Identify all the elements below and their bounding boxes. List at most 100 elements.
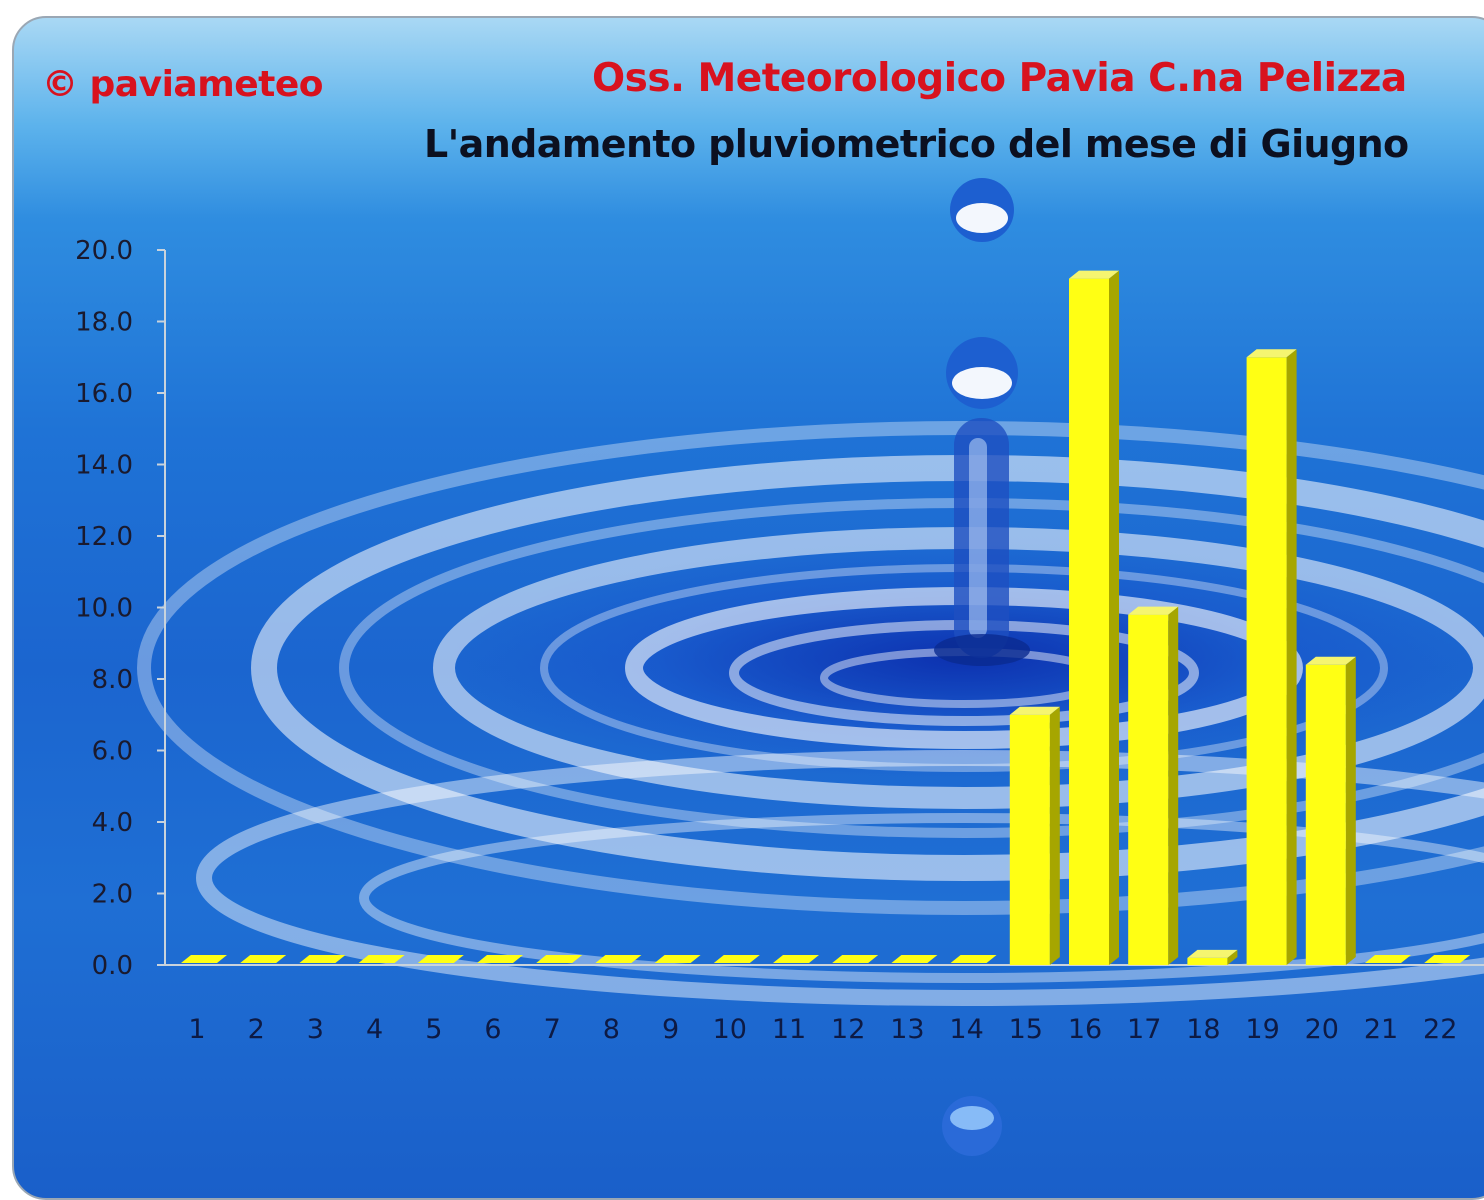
bar xyxy=(299,955,346,963)
bar xyxy=(654,955,701,963)
bar-top xyxy=(654,955,701,963)
bar xyxy=(1128,606,1179,965)
bar-side xyxy=(1168,606,1179,965)
water-drop-bottom xyxy=(942,1096,1002,1156)
bar-top xyxy=(417,955,464,963)
bar-top xyxy=(891,955,938,963)
bar xyxy=(536,955,583,963)
bar-top xyxy=(713,955,760,963)
x-tick-label: 13 xyxy=(890,1014,924,1045)
bar xyxy=(477,955,523,963)
bar-top xyxy=(1365,955,1411,963)
bar-front xyxy=(1069,278,1109,966)
bar xyxy=(1424,955,1471,963)
bar-top xyxy=(477,955,523,963)
chart-frame xyxy=(12,16,1484,1200)
chart-title: Oss. Meteorologico Pavia C.na Pelizza xyxy=(592,56,1407,101)
bar-top xyxy=(595,955,642,963)
x-tick-label: 11 xyxy=(772,1014,806,1045)
y-tick-label: 4.0 xyxy=(92,808,133,838)
bar-side xyxy=(1049,706,1060,965)
bar-top xyxy=(1069,270,1119,279)
bar-top xyxy=(181,955,227,963)
bar xyxy=(181,955,227,963)
bar xyxy=(832,955,879,963)
bar xyxy=(358,955,405,963)
bar-top xyxy=(1187,949,1238,958)
x-tick-label: 6 xyxy=(484,1014,501,1045)
bar xyxy=(713,955,760,963)
bar-top xyxy=(240,955,287,963)
bar-front xyxy=(1305,664,1346,965)
bar-top xyxy=(299,955,346,963)
x-tick-label: 2 xyxy=(248,1014,265,1045)
bar-top xyxy=(358,955,405,963)
water-drop-top xyxy=(950,178,1014,242)
x-tick-label: 9 xyxy=(662,1014,679,1045)
bar-side xyxy=(1227,949,1238,965)
bar xyxy=(773,955,819,963)
bar xyxy=(950,955,997,963)
bar-front xyxy=(1187,957,1228,965)
bar xyxy=(240,955,287,963)
water-drop-middle xyxy=(946,337,1018,409)
x-tick-label: 21 xyxy=(1364,1014,1398,1045)
bar-side xyxy=(1286,349,1297,965)
y-tick-label: 12.0 xyxy=(75,522,133,552)
y-tick-label: 14.0 xyxy=(75,451,133,481)
bar-top xyxy=(950,955,997,963)
bar-top xyxy=(773,955,819,963)
x-tick-label: 20 xyxy=(1305,1014,1339,1045)
x-tick-label: 22 xyxy=(1423,1014,1457,1045)
y-tick-label: 6.0 xyxy=(92,737,133,767)
x-tick-label: 3 xyxy=(307,1014,324,1045)
y-tick-label: 0.0 xyxy=(92,951,133,981)
x-tick-label: 5 xyxy=(425,1014,442,1045)
y-tick-label: 18.0 xyxy=(75,308,133,338)
water-ripple-background xyxy=(137,178,1484,1156)
x-tick-label: 19 xyxy=(1245,1014,1279,1045)
bar-side xyxy=(1109,270,1119,966)
chart-subtitle: L'andamento pluviometrico del mese di Gi… xyxy=(424,122,1409,166)
bar xyxy=(1246,349,1297,965)
bar-top xyxy=(1424,955,1471,963)
y-tick-label: 20.0 xyxy=(75,236,133,266)
x-tick-label: 18 xyxy=(1186,1014,1220,1045)
x-tick-label: 4 xyxy=(366,1014,383,1045)
bar xyxy=(1305,656,1356,965)
bar-top xyxy=(832,955,879,963)
bar-top xyxy=(1246,349,1297,358)
x-tick-label: 14 xyxy=(949,1014,983,1045)
x-tick-label: 7 xyxy=(544,1014,561,1045)
bar xyxy=(1069,270,1119,966)
bar xyxy=(417,955,464,963)
y-axis: 0.0 2.0 4.0 6.0 8.0 10.0 12.0 14.0 16.0 18.0 20.0 xyxy=(75,236,165,981)
bar-front xyxy=(1246,357,1287,965)
water-drop-column xyxy=(934,418,1030,666)
x-tick-label: 12 xyxy=(831,1014,865,1045)
bar-top xyxy=(1305,656,1356,665)
x-tick-label: 17 xyxy=(1127,1014,1161,1045)
bar xyxy=(595,955,642,963)
x-tick-label: 8 xyxy=(603,1014,620,1045)
bar-front xyxy=(1009,714,1050,965)
bar xyxy=(891,955,938,963)
x-tick-label: 15 xyxy=(1009,1014,1043,1045)
bar-top xyxy=(1009,706,1060,715)
x-tick-label: 1 xyxy=(188,1014,205,1045)
bar-front xyxy=(1128,614,1169,965)
credit-text: © paviameteo xyxy=(42,64,323,105)
bar-side xyxy=(1345,656,1356,965)
y-tick-label: 10.0 xyxy=(75,594,133,624)
bar xyxy=(1365,955,1411,963)
bar-top xyxy=(536,955,583,963)
bar xyxy=(1187,949,1238,965)
x-tick-label: 10 xyxy=(713,1014,747,1045)
bar-top xyxy=(1128,606,1179,615)
y-tick-label: 8.0 xyxy=(92,665,133,695)
x-axis: 1 2 3 4 5 6 7 8 9 10 11 12 13 14 15 16 17 18 19 20 21 22 xyxy=(188,1014,1457,1045)
bars xyxy=(181,270,1471,966)
x-tick-label: 16 xyxy=(1068,1014,1102,1045)
bar xyxy=(1009,706,1060,965)
